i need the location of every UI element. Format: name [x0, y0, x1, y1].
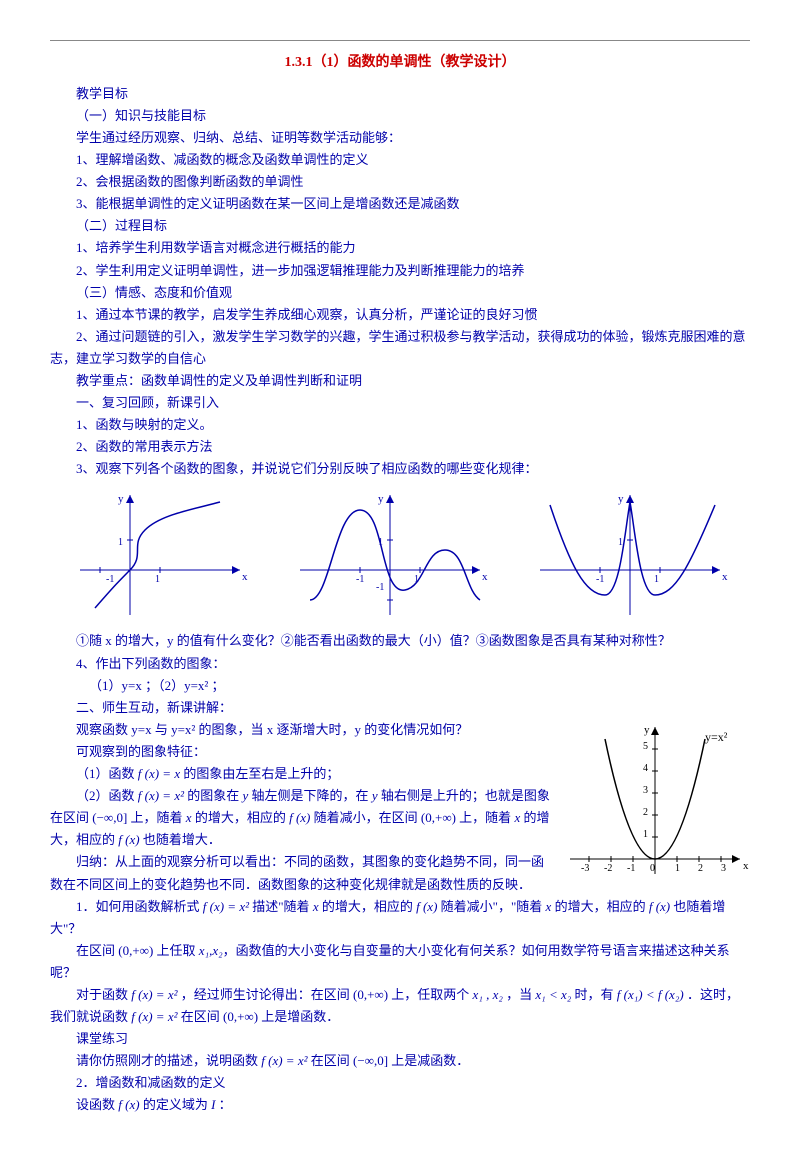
para: 3、能根据单调性的定义证明函数在某一区间上是增函数还是减函数 — [50, 193, 750, 215]
svg-text:y: y — [378, 493, 384, 505]
para: 3、观察下列各个函数的图象，并说说它们分别反映了相应函数的哪些变化规律： — [50, 458, 750, 480]
para: 教学目标 — [50, 83, 750, 105]
para: （三）情感、态度和价值观 — [50, 282, 750, 304]
para: 2、会根据函数的图像判断函数的单调性 — [50, 171, 750, 193]
para: 对于函数 f (x) = x² ，经过师生讨论得出：在区间 (0,+∞) 上，任… — [50, 984, 750, 1028]
graph-1: x y 1 -1 1 — [70, 490, 250, 620]
para: 1、函数与映射的定义。 — [50, 414, 750, 436]
para: 请你仿照刚才的描述，说明函数 f (x) = x² 在区间 (−∞,0] 上是减… — [50, 1050, 750, 1072]
para: 1、理解增函数、减函数的概念及函数单调性的定义 — [50, 149, 750, 171]
math-fx-x2: f (x) = x² — [138, 788, 184, 803]
svg-text:x: x — [482, 571, 488, 583]
svg-text:3: 3 — [643, 785, 648, 796]
svg-text:1: 1 — [155, 574, 160, 585]
svg-text:1: 1 — [643, 829, 648, 840]
para: 课堂练习 — [50, 1028, 750, 1050]
svg-text:3: 3 — [721, 863, 726, 874]
svg-text:0: 0 — [650, 863, 655, 874]
svg-text:y=x²: y=x² — [705, 730, 728, 744]
svg-text:y: y — [118, 493, 124, 505]
svg-text:-2: -2 — [604, 863, 612, 874]
svg-text:1: 1 — [675, 863, 680, 874]
svg-text:-3: -3 — [581, 863, 589, 874]
svg-text:4: 4 — [643, 763, 648, 774]
para: 1、通过本节课的教学，启发学生养成细心观察，认真分析，严谨论证的良好习惯 — [50, 304, 750, 326]
para: （二）过程目标 — [50, 215, 750, 237]
top-rule — [50, 40, 750, 41]
svg-text:1: 1 — [654, 574, 659, 585]
svg-text:5: 5 — [643, 741, 648, 752]
para: 在区间 (0,+∞) 上任取 x₁,x₂，函数值的大小变化与自变量的大小变化有何… — [50, 940, 750, 984]
para: 2、学生利用定义证明单调性，进一步加强逻辑推理能力及判断推理能力的培养 — [50, 260, 750, 282]
para: ①随 x 的增大，y 的值有什么变化？②能否看出函数的最大（小）值？③函数图象是… — [50, 630, 750, 652]
svg-text:-1: -1 — [376, 582, 384, 593]
para: 教学重点：函数单调性的定义及单调性判断和证明 — [50, 370, 750, 392]
svg-text:-1: -1 — [627, 863, 635, 874]
para: 二、师生互动，新课讲解： — [50, 697, 750, 719]
svg-text:2: 2 — [698, 863, 703, 874]
para: 学生通过经历观察、归纳、总结、证明等数学活动能够： — [50, 127, 750, 149]
para: 4、作出下列函数的图象： — [50, 653, 750, 675]
graph-2: x y 1 -1 1 -1 — [290, 490, 490, 620]
para: 设函数 f (x) 的定义域为 I ： — [50, 1094, 750, 1116]
svg-text:-1: -1 — [106, 574, 114, 585]
para: 2、通过问题链的引入，激发学生学习数学的兴趣，学生通过积极参与教学活动，获得成功… — [50, 326, 750, 370]
svg-text:y: y — [618, 493, 624, 505]
graph-3: x y 1 -1 1 — [530, 490, 730, 620]
svg-text:1: 1 — [118, 537, 123, 548]
svg-text:-1: -1 — [596, 574, 604, 585]
para: 一、复习回顾，新课引入 — [50, 392, 750, 414]
svg-text:y: y — [644, 724, 650, 736]
para: 2．增函数和减函数的定义 — [50, 1072, 750, 1094]
svg-text:x: x — [722, 571, 728, 583]
para: （1）y=x ；（2）y=x² ； — [50, 675, 750, 697]
parabola-graph: x y y=x² 1 2 3 4 5 -3 -2 -1 0 1 2 3 — [560, 719, 750, 884]
para: 1．如何用函数解析式 f (x) = x² 描述"随着 x 的增大，相应的 f … — [50, 896, 750, 940]
math-fx-x: f (x) = x — [138, 766, 180, 781]
svg-text:1: 1 — [618, 537, 623, 548]
doc-title: 1.3.1（1）函数的单调性（教学设计） — [50, 51, 750, 75]
para: （一）知识与技能目标 — [50, 105, 750, 127]
graphs-row: x y 1 -1 1 x y 1 -1 1 -1 x y 1 -1 1 — [50, 490, 750, 620]
svg-text:2: 2 — [643, 807, 648, 818]
para: 2、函数的常用表示方法 — [50, 436, 750, 458]
svg-text:x: x — [242, 571, 248, 583]
svg-text:-1: -1 — [356, 574, 364, 585]
svg-text:x: x — [743, 860, 749, 872]
para: 1、培养学生利用数学语言对概念进行概括的能力 — [50, 237, 750, 259]
